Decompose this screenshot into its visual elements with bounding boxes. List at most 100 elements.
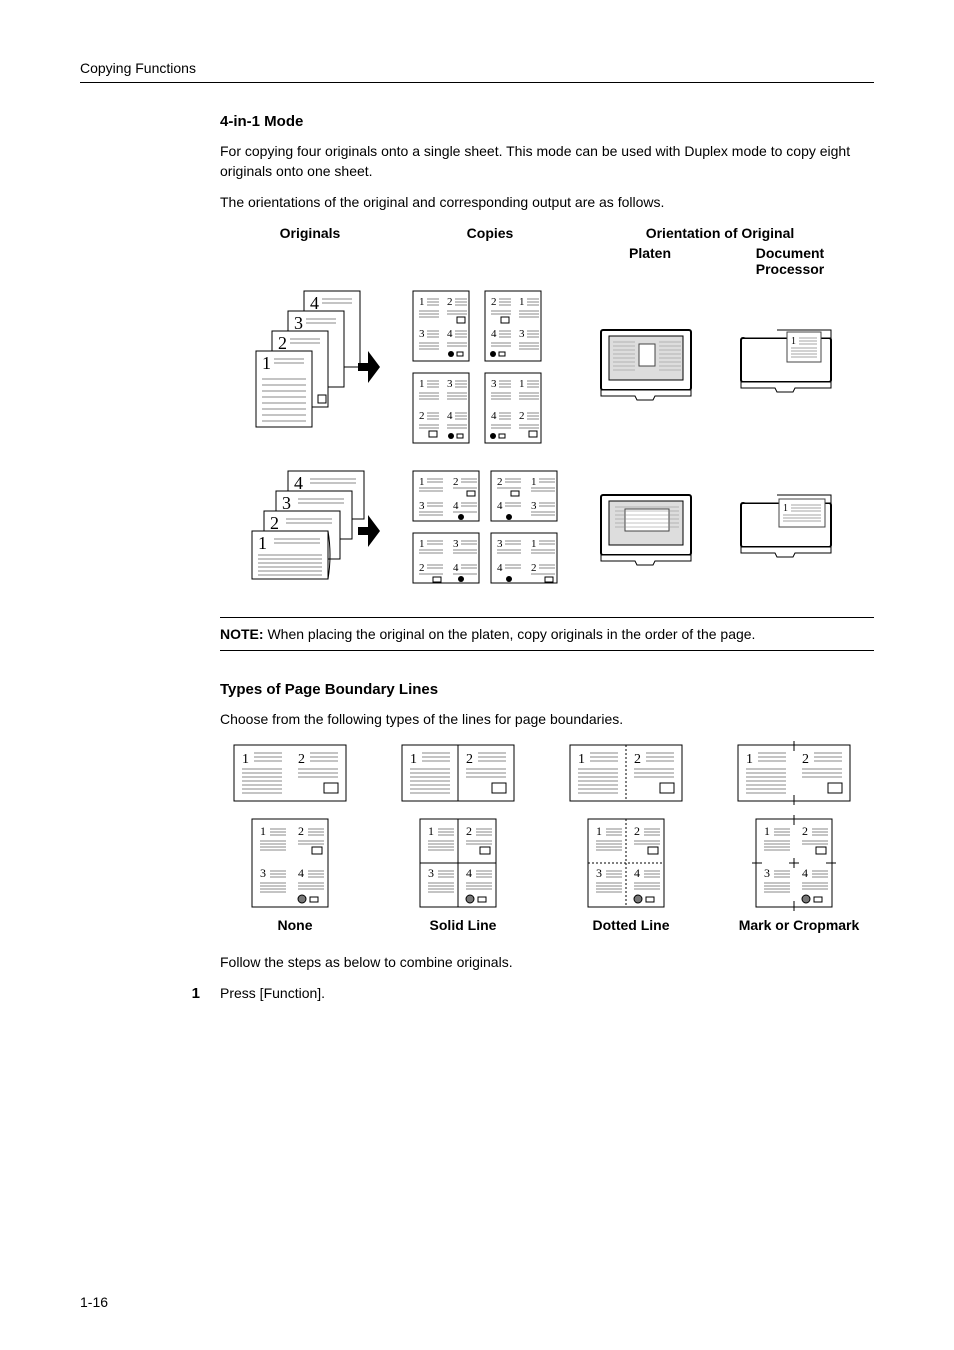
svg-text:4: 4 xyxy=(453,500,459,512)
svg-text:3: 3 xyxy=(419,328,425,340)
header-rule xyxy=(80,82,874,83)
diagram-dp-2: 1 xyxy=(720,487,860,577)
boundary-solid-label: Solid Line xyxy=(388,917,538,933)
svg-text:4: 4 xyxy=(491,410,497,422)
diagram-originals-landscape: 4 3 2 1 xyxy=(220,467,400,597)
svg-text:1: 1 xyxy=(578,752,585,767)
svg-text:2: 2 xyxy=(447,296,453,308)
boundary-mark: 1 2 xyxy=(724,741,874,933)
svg-text:1: 1 xyxy=(419,296,425,308)
svg-text:1: 1 xyxy=(419,378,425,390)
step-1-num: 1 xyxy=(80,985,220,1002)
svg-text:3: 3 xyxy=(531,500,537,512)
boundary-solid: 1 2 1 2 3 xyxy=(388,741,538,933)
svg-text:4: 4 xyxy=(491,328,497,340)
svg-text:3: 3 xyxy=(497,538,503,550)
svg-text:1: 1 xyxy=(596,824,602,838)
svg-text:4: 4 xyxy=(310,293,319,313)
note-text: When placing the original on the platen,… xyxy=(264,626,756,642)
svg-text:1: 1 xyxy=(764,824,770,838)
svg-text:4: 4 xyxy=(447,328,453,340)
svg-text:2: 2 xyxy=(419,562,425,574)
svg-text:2: 2 xyxy=(453,476,459,488)
diagram-originals-portrait: 4 3 2 1 xyxy=(220,287,400,447)
diagram-dp-1: 1 xyxy=(720,322,860,412)
svg-text:2: 2 xyxy=(298,824,304,838)
svg-text:1: 1 xyxy=(519,296,525,308)
svg-text:3: 3 xyxy=(428,866,434,880)
svg-text:1: 1 xyxy=(746,752,753,767)
svg-text:3: 3 xyxy=(491,378,497,390)
svg-text:1: 1 xyxy=(428,824,434,838)
svg-text:1: 1 xyxy=(260,824,266,838)
svg-text:2: 2 xyxy=(802,752,809,767)
col-dp: Document Processor xyxy=(720,245,860,277)
note-box: NOTE: When placing the original on the p… xyxy=(220,617,874,651)
header-section: Copying Functions xyxy=(80,60,874,76)
boundary-none-label: None xyxy=(220,917,370,933)
svg-text:1: 1 xyxy=(531,476,537,488)
svg-text:1: 1 xyxy=(419,476,425,488)
diagram-copies-portrait: 1 2 3 4 xyxy=(400,287,580,447)
svg-text:1: 1 xyxy=(242,752,249,767)
diagram-copies-landscape: 1 2 3 4 xyxy=(400,467,580,597)
svg-text:2: 2 xyxy=(466,824,472,838)
svg-text:3: 3 xyxy=(282,493,291,513)
svg-text:1: 1 xyxy=(258,533,267,553)
svg-text:2: 2 xyxy=(466,752,473,767)
mode-desc2: The orientations of the original and cor… xyxy=(220,193,874,213)
svg-text:4: 4 xyxy=(497,562,503,574)
col-originals: Originals xyxy=(220,225,400,241)
svg-text:4: 4 xyxy=(447,410,453,422)
svg-text:1: 1 xyxy=(419,538,425,550)
svg-text:4: 4 xyxy=(453,562,459,574)
col-platen: Platen xyxy=(580,245,720,277)
boundary-mark-label: Mark or Cropmark xyxy=(724,917,874,933)
svg-text:3: 3 xyxy=(260,866,266,880)
svg-text:2: 2 xyxy=(419,410,425,422)
svg-text:1: 1 xyxy=(791,336,796,347)
svg-text:4: 4 xyxy=(802,866,808,880)
svg-text:4: 4 xyxy=(634,866,640,880)
svg-text:2: 2 xyxy=(634,824,640,838)
svg-text:2: 2 xyxy=(519,410,525,422)
svg-text:4: 4 xyxy=(466,866,472,880)
boundary-dotted: 1 2 1 2 3 xyxy=(556,741,706,933)
svg-text:3: 3 xyxy=(447,378,453,390)
svg-text:3: 3 xyxy=(294,313,303,333)
mode-desc: For copying four originals onto a single… xyxy=(220,142,874,181)
boundary-none: 1 2 1 2 3 4 xyxy=(220,741,370,933)
boundary-desc: Choose from the following types of the l… xyxy=(220,710,874,730)
page-number: 1-16 xyxy=(80,1294,108,1310)
svg-text:4: 4 xyxy=(294,473,303,493)
svg-text:3: 3 xyxy=(453,538,459,550)
mode-title: 4-in-1 Mode xyxy=(220,113,874,130)
svg-text:3: 3 xyxy=(519,328,525,340)
svg-text:2: 2 xyxy=(497,476,503,488)
svg-text:2: 2 xyxy=(298,752,305,767)
follow-text: Follow the steps as below to combine ori… xyxy=(220,953,874,973)
svg-text:1: 1 xyxy=(519,378,525,390)
svg-text:4: 4 xyxy=(298,866,304,880)
svg-text:2: 2 xyxy=(531,562,537,574)
svg-text:2: 2 xyxy=(491,296,497,308)
svg-text:2: 2 xyxy=(634,752,641,767)
col-copies: Copies xyxy=(400,225,580,241)
boundary-title: Types of Page Boundary Lines xyxy=(220,681,874,698)
svg-text:2: 2 xyxy=(278,333,287,353)
svg-text:1: 1 xyxy=(262,353,271,373)
svg-text:2: 2 xyxy=(802,824,808,838)
boundary-dotted-label: Dotted Line xyxy=(556,917,706,933)
svg-text:2: 2 xyxy=(270,513,279,533)
diagram-platen-2 xyxy=(580,487,720,577)
svg-text:4: 4 xyxy=(497,500,503,512)
svg-text:1: 1 xyxy=(531,538,537,550)
col-orientation: Orientation of Original xyxy=(580,225,860,241)
svg-text:1: 1 xyxy=(783,503,788,514)
diagram-platen-1 xyxy=(580,322,720,412)
svg-text:3: 3 xyxy=(419,500,425,512)
svg-text:3: 3 xyxy=(596,866,602,880)
svg-text:3: 3 xyxy=(764,866,770,880)
note-label: NOTE: xyxy=(220,626,264,642)
step-1-text: Press [Function]. xyxy=(220,985,325,1002)
